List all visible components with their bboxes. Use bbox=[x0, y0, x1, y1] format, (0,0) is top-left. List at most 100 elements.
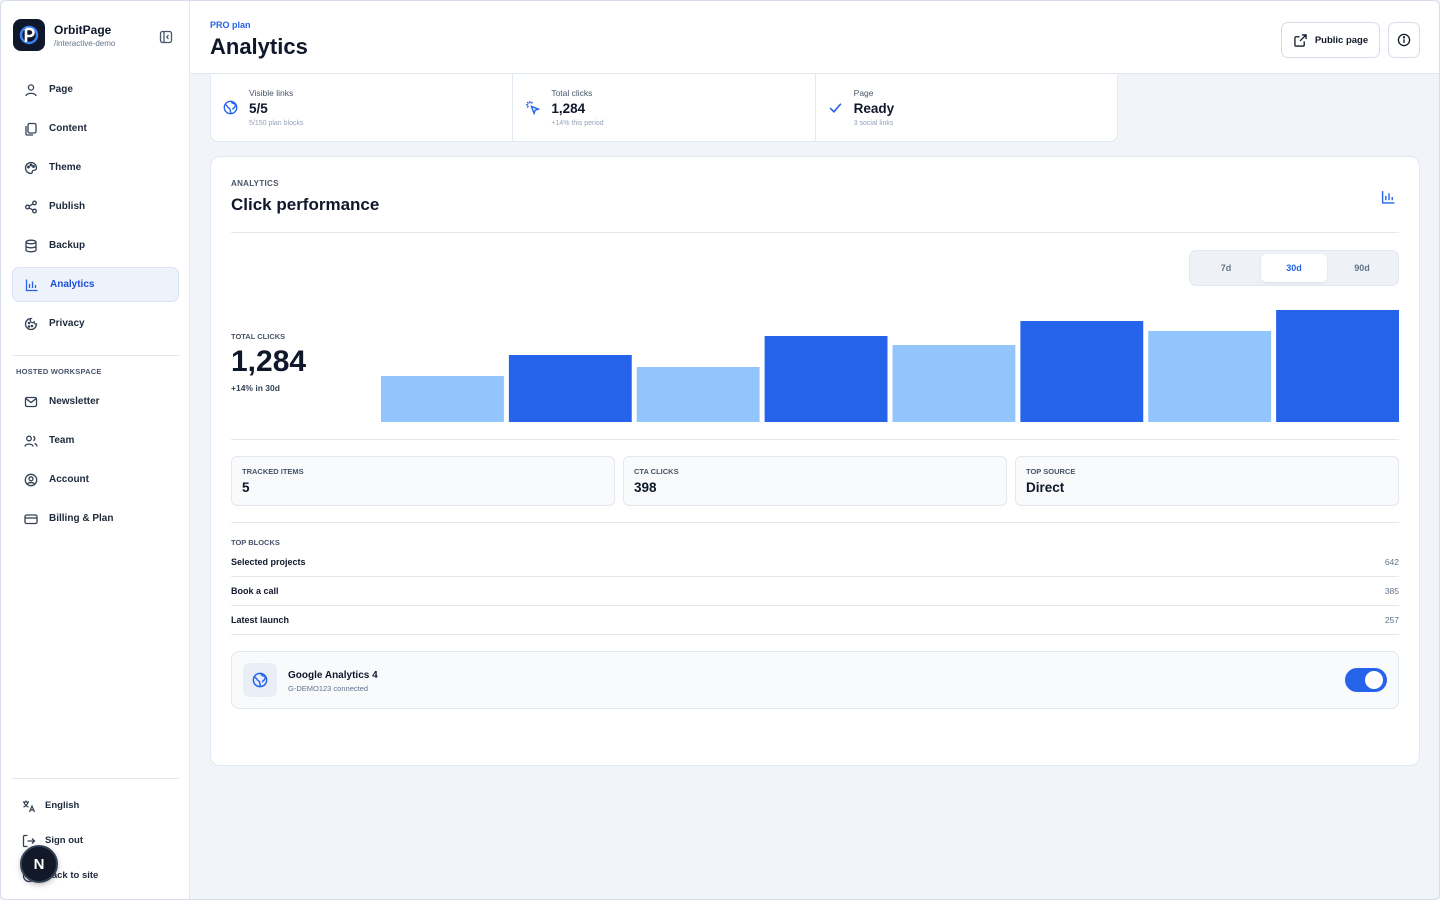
info-icon bbox=[1397, 33, 1412, 48]
kpi-label: CTA CLICKS bbox=[634, 467, 679, 476]
sidebar-item-publish[interactable]: Publish bbox=[12, 189, 179, 224]
kpi-value: 398 bbox=[634, 480, 657, 495]
list-item[interactable]: Selected projects 642 bbox=[231, 548, 1399, 577]
list-item[interactable]: Latest launch 257 bbox=[231, 606, 1399, 635]
section-label: HOSTED WORKSPACE bbox=[16, 367, 102, 376]
page-title: Analytics bbox=[210, 34, 308, 59]
chart-bar bbox=[508, 355, 632, 422]
range-30d-button[interactable]: 30d bbox=[1261, 254, 1327, 282]
toggle-knob bbox=[1365, 671, 1383, 689]
google-analytics-integration: Google Analytics 4 G-DEMO123 connected bbox=[231, 651, 1399, 709]
sidebar-item-theme[interactable]: Theme bbox=[12, 150, 179, 185]
block-count: 642 bbox=[1384, 557, 1399, 567]
stat-label: Page bbox=[853, 88, 874, 98]
sign-out-label: Sign out bbox=[45, 835, 83, 846]
sidebar-item-team[interactable]: Team bbox=[12, 423, 179, 458]
stat-value: 5/5 bbox=[249, 101, 268, 116]
sidebar-item-label: Team bbox=[49, 435, 75, 446]
bar-chart-icon[interactable] bbox=[1381, 189, 1396, 204]
top-blocks-label: TOP BLOCKS bbox=[231, 538, 280, 547]
stat-sub: 3 social links bbox=[853, 120, 894, 127]
stat-sub: 5/150 plan blocks bbox=[249, 120, 304, 127]
block-name: Latest launch bbox=[231, 615, 290, 625]
chart-bar bbox=[892, 345, 1016, 422]
sidebar-item-label: Analytics bbox=[50, 279, 95, 290]
stats-strip: Visible links 5/5 5/150 plan blocks Tota… bbox=[210, 74, 1118, 142]
block-name: Selected projects bbox=[231, 557, 306, 567]
dev-tools-badge[interactable]: N bbox=[20, 845, 58, 883]
info-button[interactable] bbox=[1388, 22, 1420, 58]
sidebar-item-label: Publish bbox=[49, 201, 86, 212]
stat-total-clicks: Total clicks 1,284 +14% this period bbox=[513, 74, 816, 141]
chart-bar bbox=[636, 367, 760, 422]
pointer-click-icon bbox=[525, 100, 541, 115]
sidebar-item-label: Content bbox=[49, 123, 87, 134]
share-icon bbox=[23, 199, 38, 214]
range-90d-button[interactable]: 90d bbox=[1354, 263, 1370, 273]
public-page-button[interactable]: Public page bbox=[1281, 22, 1380, 58]
users-icon bbox=[23, 433, 38, 448]
mail-icon bbox=[23, 394, 38, 409]
globe-icon bbox=[223, 100, 238, 115]
total-clicks-change: +14% in 30d bbox=[231, 383, 280, 393]
kpi-value: 5 bbox=[242, 480, 250, 495]
brand-name: OrbitPage bbox=[54, 22, 112, 37]
stat-label: Total clicks bbox=[551, 88, 593, 98]
divider bbox=[231, 232, 1399, 233]
stat-sub: +14% this period bbox=[551, 120, 604, 127]
clicks-bar-chart bbox=[381, 310, 1399, 422]
list-item[interactable]: Book a call 385 bbox=[231, 577, 1399, 606]
sidebar-item-label: Newsletter bbox=[49, 396, 100, 407]
sign-out-button[interactable]: Sign out bbox=[12, 823, 179, 858]
chart-bar bbox=[1148, 331, 1272, 422]
sidebar-item-analytics[interactable]: Analytics bbox=[12, 267, 179, 302]
kpi-cta-clicks: CTA CLICKS 398 bbox=[623, 456, 1007, 506]
stat-page-status: Page Ready 3 social links bbox=[816, 74, 1117, 141]
top-blocks-list: Selected projects 642 Book a call 385 La… bbox=[231, 548, 1399, 635]
sidebar-item-label: Backup bbox=[49, 240, 86, 251]
stat-value: Ready bbox=[853, 101, 895, 116]
sidebar-item-account[interactable]: Account bbox=[12, 462, 179, 497]
integration-toggle[interactable] bbox=[1345, 668, 1387, 692]
stat-value: 1,284 bbox=[551, 101, 586, 116]
language-switcher[interactable]: English bbox=[12, 788, 179, 823]
sidebar-item-label: Account bbox=[49, 474, 89, 485]
kpi-value: Direct bbox=[1026, 480, 1065, 495]
stat-visible-links: Visible links 5/5 5/150 plan blocks bbox=[211, 74, 514, 141]
brand[interactable]: OrbitPage /interactive-demo bbox=[13, 19, 115, 51]
total-clicks-value: 1,284 bbox=[231, 345, 307, 378]
public-page-label: Public page bbox=[1314, 34, 1369, 46]
total-clicks-label: TOTAL CLICKS bbox=[231, 332, 286, 341]
range-7d-button[interactable]: 7d bbox=[1220, 263, 1232, 273]
language-label: English bbox=[45, 800, 80, 811]
divider bbox=[231, 522, 1399, 523]
sidebar: OrbitPage /interactive-demo Page Content… bbox=[1, 1, 190, 899]
user-icon bbox=[23, 82, 38, 97]
workspace-nav: Newsletter Team Account Billing & Plan bbox=[12, 384, 179, 540]
sidebar-item-newsletter[interactable]: Newsletter bbox=[12, 384, 179, 419]
integration-status: G-DEMO123 connected bbox=[288, 684, 369, 693]
kpi-tracked-items: TRACKED ITEMS 5 bbox=[231, 456, 615, 506]
external-link-icon bbox=[1293, 33, 1308, 48]
collapse-sidebar-icon[interactable] bbox=[157, 28, 175, 46]
integration-name: Google Analytics 4 bbox=[288, 670, 378, 681]
sidebar-nav: Page Content Theme Publish Backup Analyt… bbox=[12, 72, 179, 345]
sidebar-item-label: Billing & Plan bbox=[49, 513, 114, 524]
sidebar-divider bbox=[12, 778, 179, 779]
sidebar-item-privacy[interactable]: Privacy bbox=[12, 306, 179, 341]
globe-icon bbox=[243, 663, 277, 697]
chart-bar bbox=[381, 376, 504, 422]
plan-badge: PRO plan bbox=[210, 20, 251, 30]
block-count: 385 bbox=[1384, 586, 1399, 596]
logo bbox=[13, 19, 45, 51]
sidebar-item-page[interactable]: Page bbox=[12, 72, 179, 107]
kpi-label: TOP SOURCE bbox=[1026, 467, 1076, 476]
sidebar-item-content[interactable]: Content bbox=[12, 111, 179, 146]
palette-icon bbox=[23, 160, 38, 175]
sidebar-item-label: Theme bbox=[49, 162, 82, 173]
sidebar-item-billing[interactable]: Billing & Plan bbox=[12, 501, 179, 536]
stat-label: Visible links bbox=[249, 88, 294, 98]
copy-icon bbox=[23, 121, 38, 136]
sidebar-item-backup[interactable]: Backup bbox=[12, 228, 179, 263]
